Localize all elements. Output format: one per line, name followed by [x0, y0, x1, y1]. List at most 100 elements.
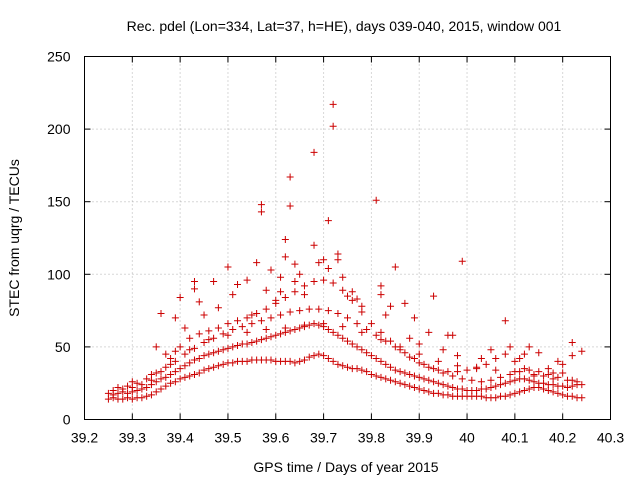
- data-point: [162, 373, 170, 381]
- data-point: [434, 366, 442, 374]
- data-point: [339, 362, 347, 370]
- data-point: [559, 382, 567, 390]
- data-point: [310, 241, 318, 249]
- data-point: [253, 259, 261, 267]
- data-point: [157, 375, 165, 383]
- data-point: [124, 382, 132, 390]
- data-point: [281, 253, 289, 261]
- data-point: [391, 263, 399, 271]
- data-point: [181, 373, 189, 381]
- data-point: [501, 317, 509, 325]
- data-point: [238, 323, 246, 331]
- data-point: [358, 328, 366, 336]
- data-point: [358, 366, 366, 374]
- y-axis-title: STEC from uqrg / TECUs: [6, 159, 22, 317]
- data-point: [296, 307, 304, 315]
- data-point: [554, 357, 562, 365]
- data-point: [190, 370, 198, 378]
- data-point: [296, 270, 304, 278]
- data-point: [578, 394, 586, 402]
- data-point: [257, 336, 265, 344]
- data-point: [157, 368, 165, 376]
- data-point: [229, 291, 237, 299]
- data-point: [329, 357, 337, 365]
- grid-lines: [84, 56, 611, 420]
- data-point: [387, 302, 395, 310]
- data-point: [559, 360, 567, 368]
- data-point: [186, 359, 194, 367]
- data-point: [181, 324, 189, 332]
- data-point: [176, 375, 184, 383]
- data-point: [205, 336, 213, 344]
- data-point: [458, 385, 466, 393]
- data-point: [190, 278, 198, 286]
- data-point: [520, 375, 528, 383]
- data-point: [171, 357, 179, 365]
- data-point: [439, 346, 447, 354]
- data-point: [167, 379, 175, 387]
- data-point: [262, 286, 270, 294]
- data-point: [171, 378, 179, 386]
- data-point: [468, 376, 476, 384]
- data-point: [410, 384, 418, 392]
- data-point: [296, 324, 304, 332]
- data-point: [281, 294, 289, 302]
- data-point: [277, 288, 285, 296]
- y-tick-label: 250: [47, 49, 71, 65]
- data-point: [210, 334, 218, 342]
- data-point: [444, 382, 452, 390]
- data-point: [190, 285, 198, 293]
- data-point: [525, 376, 533, 384]
- data-point: [200, 311, 208, 319]
- data-point: [348, 288, 356, 296]
- data-point: [439, 369, 447, 377]
- data-point: [286, 173, 294, 181]
- data-point: [358, 346, 366, 354]
- data-point: [406, 370, 414, 378]
- data-point: [119, 395, 127, 403]
- data-point: [444, 368, 452, 376]
- data-point: [377, 282, 385, 290]
- data-point: [501, 379, 509, 387]
- data-point: [124, 389, 132, 397]
- data-point: [578, 347, 586, 355]
- data-point: [434, 357, 442, 365]
- data-point: [535, 368, 543, 376]
- data-point: [291, 359, 299, 367]
- data-point: [506, 378, 514, 386]
- data-point: [525, 385, 533, 393]
- data-point: [334, 310, 342, 318]
- data-point: [420, 386, 428, 394]
- data-point: [214, 362, 222, 370]
- x-axis-title: GPS time / Days of year 2015: [253, 459, 438, 475]
- data-point: [492, 355, 500, 363]
- data-point: [477, 378, 485, 386]
- data-point: [501, 350, 509, 358]
- data-point: [425, 363, 433, 371]
- data-point: [253, 337, 261, 345]
- y-tick-label: 100: [47, 266, 71, 282]
- data-point: [214, 304, 222, 312]
- data-point: [406, 382, 414, 390]
- data-point: [210, 363, 218, 371]
- data-point: [363, 325, 371, 333]
- data-point: [396, 379, 404, 387]
- data-point: [396, 343, 404, 351]
- data-point: [167, 360, 175, 368]
- data-point: [525, 343, 533, 351]
- data-point: [540, 379, 548, 387]
- x-tick-label: 40.2: [549, 430, 576, 446]
- x-tick-label: 39.2: [71, 430, 98, 446]
- data-point: [234, 341, 242, 349]
- data-point: [324, 307, 332, 315]
- data-point: [305, 353, 313, 361]
- data-point: [520, 386, 528, 394]
- x-tick-label: 40: [459, 430, 475, 446]
- data-point: [176, 343, 184, 351]
- x-tick-label: 39.8: [358, 430, 385, 446]
- data-point: [291, 325, 299, 333]
- data-point: [377, 357, 385, 365]
- data-point: [190, 344, 198, 352]
- data-point: [143, 384, 151, 392]
- data-point: [549, 375, 557, 383]
